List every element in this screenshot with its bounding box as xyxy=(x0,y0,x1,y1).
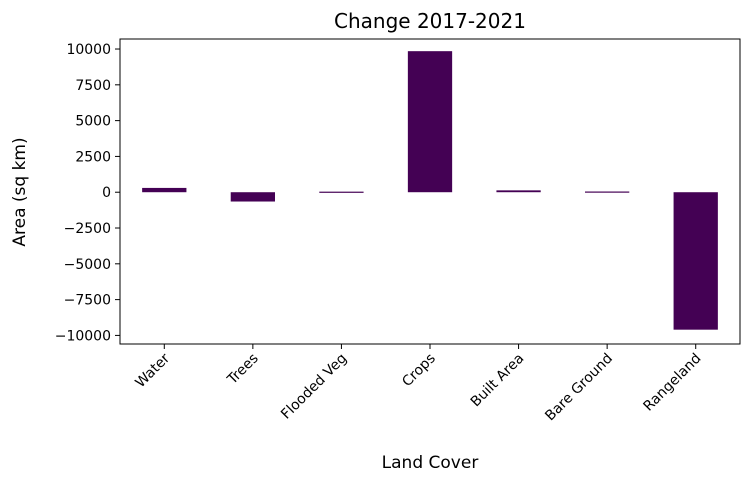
x-axis-label: Land Cover xyxy=(382,453,479,473)
y-tick-label: −5000 xyxy=(64,257,111,273)
bar-built-area xyxy=(496,190,541,193)
y-tick-label: −7500 xyxy=(64,293,111,309)
bar-flooded-veg xyxy=(319,191,364,193)
plot-frame xyxy=(119,38,741,345)
bar-rangeland xyxy=(673,192,718,330)
x-axis-ticks: Water Trees Flooded Veg Crops Built Area Bare… xyxy=(133,344,705,424)
y-tick-label: 2500 xyxy=(75,149,111,165)
y-axis-label: Area (sq km) xyxy=(10,137,30,246)
x-tick-label: Rangeland xyxy=(640,351,704,415)
bar-trees xyxy=(230,192,275,202)
bar-water xyxy=(142,187,187,193)
x-tick-label: Water xyxy=(133,350,174,391)
x-tick-label: Flooded Veg xyxy=(278,351,350,423)
x-tick-label: Crops xyxy=(399,351,439,391)
x-tick-label: Built Area xyxy=(468,351,528,411)
y-tick-label: 5000 xyxy=(75,114,111,130)
bars-group xyxy=(142,51,718,330)
chart-title: Change 2017-2021 xyxy=(334,9,526,33)
y-tick-label: 0 xyxy=(102,185,111,201)
x-tick-label: Bare Ground xyxy=(542,351,616,425)
bar-crops xyxy=(407,51,453,193)
x-tick-label: Trees xyxy=(224,351,262,389)
y-axis-ticks: 10000 7500 5000 2500 0 −2500 −5000 −7500 −10000 xyxy=(55,42,120,344)
y-tick-label: −10000 xyxy=(55,328,111,344)
y-tick-label: 7500 xyxy=(75,78,111,94)
bar-bare-ground xyxy=(585,191,630,193)
y-tick-label: −2500 xyxy=(64,221,111,237)
y-tick-label: 10000 xyxy=(66,42,111,58)
